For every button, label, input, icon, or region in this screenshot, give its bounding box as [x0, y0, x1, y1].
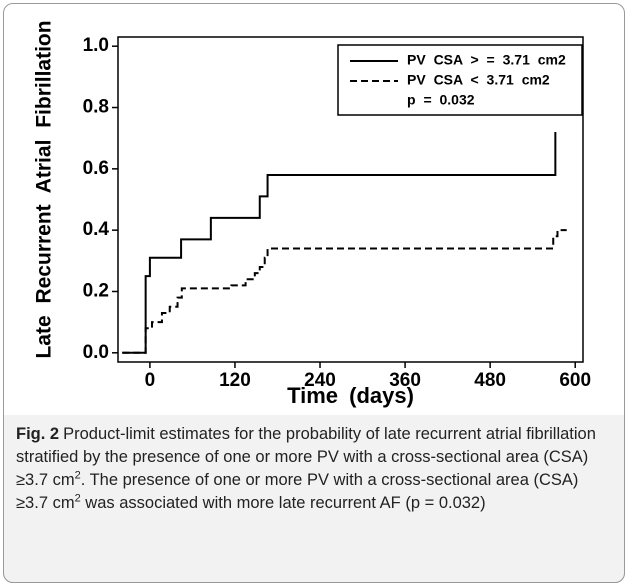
y-tick-label: 0.4: [83, 219, 110, 240]
caption-text: Product-limit estimates for the probabil…: [16, 425, 596, 512]
chart: 0.0 0.2 0.4 0.6 0.8 1.0 0 120 240 360 480 600 Time (…: [33, 20, 592, 408]
legend-label: PV CSA < 3.71 cm2: [407, 72, 550, 88]
caption: Fig. 2 Product-limit estimates for the pr…: [3, 415, 625, 583]
legend-label: PV CSA > = 3.71 cm2: [407, 52, 566, 68]
caption-label: Fig. 2: [16, 425, 60, 443]
y-tick-label: 0.6: [83, 158, 109, 179]
p-value: p = 0.032: [407, 92, 475, 108]
caption-part: . The presence of one or more PV with a …: [16, 471, 579, 512]
x-tick-label: 120: [219, 370, 251, 391]
y-tick-label: 1.0: [83, 35, 109, 56]
x-tick-label: 480: [474, 370, 506, 391]
y-tick-label: 0.2: [83, 280, 109, 301]
x-tick-label: 240: [304, 370, 336, 391]
superscript: 2: [74, 469, 81, 482]
x-tick-label: 600: [559, 370, 591, 391]
y-axis-label: Late Recurrent Atrial Fibrillation: [33, 20, 56, 358]
x-tick-label: 360: [389, 370, 421, 391]
caption-part: was associated with more late recurrent …: [80, 494, 486, 512]
x-tick-label: 0: [145, 370, 156, 391]
y-tick-label: 0.8: [83, 97, 109, 118]
superscript: 2: [74, 492, 81, 505]
step-line: [122, 132, 557, 354]
step-line: [122, 229, 567, 354]
caption-part: Product-limit estimates for the probabil…: [16, 425, 596, 489]
plot-frame: [117, 36, 584, 363]
x-axis-label: Time (days): [287, 383, 414, 408]
y-tick-label: 0.0: [83, 342, 109, 363]
legend-box: [337, 44, 583, 116]
